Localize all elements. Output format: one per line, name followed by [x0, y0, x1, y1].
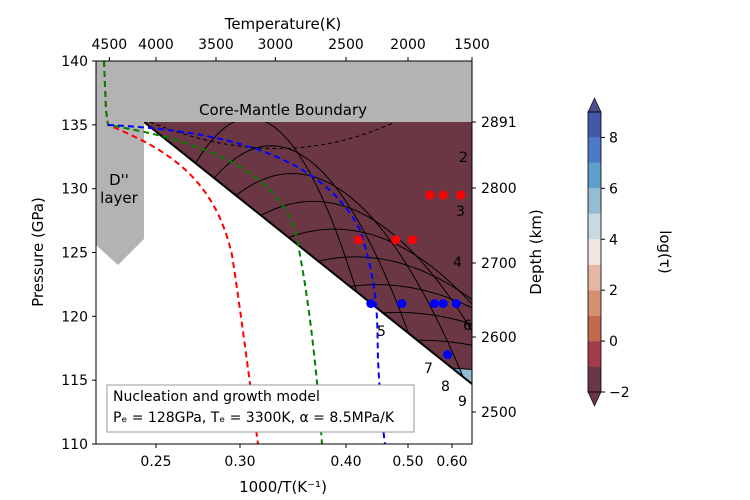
top-tick-label: 4500 — [92, 37, 128, 53]
colorbar: 8 6 4 2 0 −2 — [587, 97, 630, 407]
top-tick-label: 3000 — [258, 37, 294, 53]
annotation-line2: Pₑ = 128GPa, Tₑ = 3300K, α = 8.5MPa/K — [113, 410, 395, 426]
contour-line — [149, 122, 396, 149]
colorbar-segment — [588, 137, 601, 163]
contour-label: 4 — [453, 255, 462, 271]
colorbar-segment — [588, 188, 601, 214]
y-tick-label: 135 — [61, 118, 88, 134]
x-axis-label: 1000/T(K⁻¹) — [239, 478, 327, 496]
colorbar-tick-label: −2 — [609, 385, 630, 401]
data-point — [407, 235, 417, 245]
right-tick-label: 2700 — [481, 256, 517, 272]
colorbar-segment — [588, 112, 601, 138]
dlayer-label-line1: D'' — [109, 171, 129, 189]
x-tick-label: 0.50 — [392, 454, 423, 470]
top-axis-label: Temperature(K) — [224, 15, 342, 33]
top-tick-label: 4000 — [138, 37, 174, 53]
colorbar-segment — [588, 213, 601, 240]
top-tick-label: 3500 — [198, 37, 234, 53]
colorbar-extend-bottom — [587, 391, 602, 407]
colorbar-segment — [588, 366, 601, 392]
right-tick-label: 2500 — [481, 405, 517, 421]
colorbar-label: log(τ) — [656, 230, 674, 274]
data-point — [438, 190, 448, 200]
contour-label: 7 — [424, 361, 433, 377]
x-tick-label: 0.60 — [436, 454, 467, 470]
colorbar-tick-label: 2 — [609, 283, 618, 299]
bottom-axis: 0.25 0.30 0.40 0.50 0.60 — [140, 444, 468, 470]
colorbar-tick-label: 8 — [609, 130, 618, 146]
data-point — [353, 235, 363, 245]
contour-label: 8 — [441, 379, 450, 395]
y-tick-label: 110 — [61, 437, 88, 453]
colorbar-extend-top — [587, 97, 602, 113]
left-axis: 140 135 130 125 120 115 110 — [61, 54, 96, 453]
data-point — [366, 299, 376, 309]
y-tick-label: 120 — [61, 309, 88, 325]
x-tick-label: 0.30 — [224, 454, 255, 470]
colorbar-tick-label: 0 — [609, 334, 618, 350]
wedge-boundary — [143, 121, 473, 385]
annotation-line1: Nucleation and growth model — [113, 389, 320, 405]
data-point — [451, 299, 461, 309]
dlayer-label-line2: layer — [100, 189, 138, 207]
y-tick-label: 140 — [61, 54, 88, 70]
x-tick-label: 0.40 — [330, 454, 361, 470]
top-axis: 4500 4000 3500 3000 2500 2000 1500 — [92, 37, 490, 61]
right-axis-label: Depth (km) — [527, 209, 545, 294]
top-tick-label: 2500 — [328, 37, 364, 53]
colorbar-segment — [588, 315, 601, 342]
contour-label: 6 — [463, 318, 472, 334]
data-point — [391, 235, 401, 245]
contour-label: 5 — [377, 324, 386, 340]
cmb-label: Core-Mantle Boundary — [199, 101, 367, 119]
y-tick-label: 115 — [61, 373, 88, 389]
colorbar-tick-label: 6 — [609, 181, 618, 197]
colorbar-segment — [588, 264, 601, 291]
annotation-box: Nucleation and growth model Pₑ = 128GPa,… — [106, 384, 415, 433]
right-tick-label: 2891 — [481, 115, 517, 131]
colorbar-tick-label: 4 — [609, 232, 618, 248]
dashed-curve-red — [103, 61, 259, 444]
dlayer-region — [96, 122, 144, 265]
colorbar-segment — [588, 290, 601, 316]
top-tick-label: 1500 — [454, 37, 490, 53]
dashed-curve-green — [103, 61, 323, 444]
cmb-region — [96, 61, 472, 122]
contour-labels: 2 3 4 5 6 7 8 9 — [377, 150, 472, 410]
colorbar-segment — [588, 341, 601, 367]
data-point — [438, 299, 448, 309]
colorbar-segment — [588, 162, 601, 189]
right-axis: 2891 2800 2700 2600 2500 — [472, 115, 517, 421]
data-point — [397, 299, 407, 309]
colorbar-segment — [588, 239, 601, 265]
right-tick-label: 2600 — [481, 330, 517, 346]
data-point — [456, 190, 466, 200]
data-point — [429, 299, 439, 309]
y-tick-label: 130 — [61, 182, 88, 198]
x-tick-label: 0.25 — [140, 454, 171, 470]
contour-label: 3 — [456, 204, 465, 220]
contour-label: 2 — [459, 150, 468, 166]
y-axis-label: Pressure (GPa) — [29, 197, 47, 307]
right-tick-label: 2800 — [481, 181, 517, 197]
colorbar-frame — [587, 111, 602, 393]
data-point — [425, 190, 435, 200]
y-tick-label: 125 — [61, 246, 88, 262]
contour-label: 9 — [458, 394, 467, 410]
data-point — [443, 350, 453, 360]
top-tick-label: 2000 — [390, 37, 426, 53]
